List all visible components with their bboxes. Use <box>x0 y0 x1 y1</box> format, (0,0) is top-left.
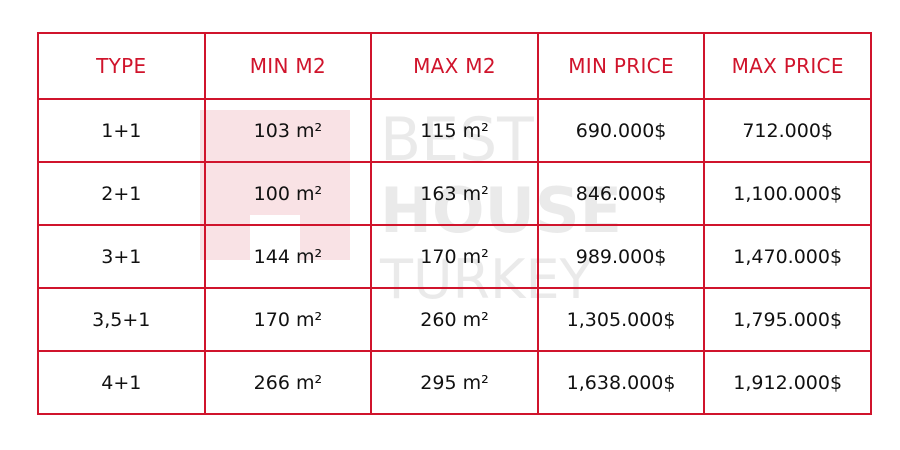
table-cell: 1,100.000$ <box>703 161 872 226</box>
header-row: TYPE MIN M2 MAX M2 MIN PRICE MAX PRICE <box>37 32 872 100</box>
header-cell: MAX M2 <box>370 32 539 100</box>
table-cell: 1,912.000$ <box>703 350 872 415</box>
table-cell: 170 m² <box>203 287 373 352</box>
table-cell: 690.000$ <box>536 98 706 163</box>
table-cell: 266 m² <box>203 350 373 415</box>
table-body: 1+1 103 m² 115 m² 690.000$ 712.000$ 2+1 100 m²… <box>37 98 872 415</box>
table-cell: 3,5+1 <box>37 287 206 352</box>
table-cell: 100 m² <box>203 161 373 226</box>
table-row: 1+1 103 m² 115 m² 690.000$ 712.000$ <box>37 98 872 163</box>
table-row: 3,5+1 170 m² 260 m² 1,305.000$ 1,795.000$ <box>37 287 872 352</box>
table-cell: 103 m² <box>203 98 373 163</box>
table-cell: 144 m² <box>203 224 373 289</box>
header-cell: MIN PRICE <box>536 32 706 100</box>
table-row: 3+1 144 m² 170 m² 989.000$ 1,470.000$ <box>37 224 872 289</box>
table-cell: 989.000$ <box>536 224 706 289</box>
table-cell: 260 m² <box>370 287 539 352</box>
table-cell: 163 m² <box>370 161 539 226</box>
table-cell: 1,795.000$ <box>703 287 872 352</box>
table-row: 2+1 100 m² 163 m² 846.000$ 1,100.000$ <box>37 161 872 226</box>
table-cell: 846.000$ <box>536 161 706 226</box>
table-cell: 295 m² <box>370 350 539 415</box>
table-cell: 712.000$ <box>703 98 872 163</box>
table-row: 4+1 266 m² 295 m² 1,638.000$ 1,912.000$ <box>37 350 872 415</box>
table-cell: 3+1 <box>37 224 206 289</box>
table-cell: 1,470.000$ <box>703 224 872 289</box>
header-cell: MAX PRICE <box>703 32 872 100</box>
table-cell: 1+1 <box>37 98 206 163</box>
table-cell: 115 m² <box>370 98 539 163</box>
header-cell: TYPE <box>37 32 206 100</box>
table-cell: 1,305.000$ <box>536 287 706 352</box>
table-cell: 4+1 <box>37 350 206 415</box>
table-head: TYPE MIN M2 MAX M2 MIN PRICE MAX PRICE <box>37 32 872 100</box>
price-table: TYPE MIN M2 MAX M2 MIN PRICE MAX PRICE 1+1 10… <box>37 32 872 415</box>
table-cell: 170 m² <box>370 224 539 289</box>
table-cell: 2+1 <box>37 161 206 226</box>
table-cell: 1,638.000$ <box>536 350 706 415</box>
header-cell: MIN M2 <box>203 32 373 100</box>
